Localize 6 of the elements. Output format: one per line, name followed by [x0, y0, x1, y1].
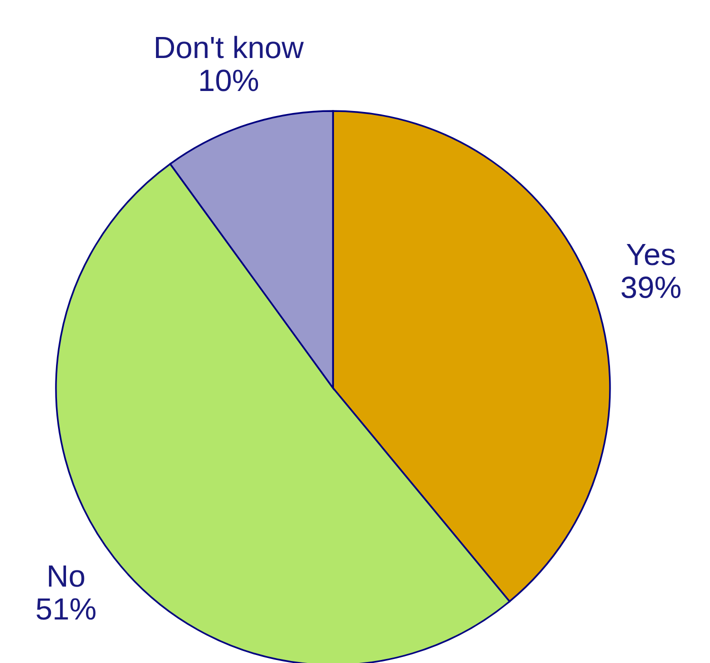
slice-label: Don't know: [156, 36, 304, 58]
slice-label: No: [48, 566, 84, 587]
slice-label: Yes: [626, 244, 675, 266]
data-label: 51%: [36, 598, 96, 620]
data-label: 10%: [200, 70, 258, 92]
data-label: 39%: [622, 276, 680, 298]
